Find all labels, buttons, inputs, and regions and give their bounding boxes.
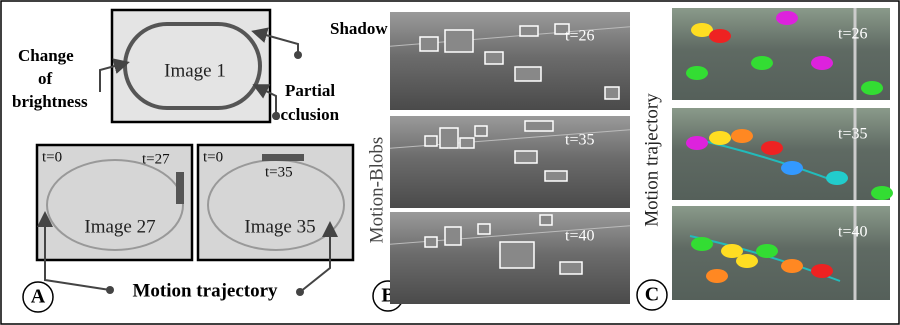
time-label: t=26: [565, 28, 594, 45]
panel-c: Motion trajectory C t=26 t=35 t=40: [637, 8, 893, 310]
motion-blob: [515, 151, 537, 163]
arrow-dot: [272, 112, 280, 120]
motion-blob: [445, 227, 461, 245]
motion-blob: [540, 215, 552, 225]
motion-blob: [500, 242, 534, 268]
arrow-dot: [294, 51, 302, 59]
time-label: t=40: [838, 224, 867, 241]
motion-blob: [475, 126, 487, 136]
motion-blob: [545, 171, 567, 181]
video-frame: t=26: [672, 8, 890, 100]
tracked-object: [686, 66, 708, 80]
time-label: t=0: [203, 149, 223, 165]
motion-blob: [515, 67, 541, 81]
image-label: Image 35: [244, 216, 315, 237]
frame-image: [672, 108, 890, 200]
frame-image: [390, 116, 630, 208]
tracked-object: [731, 129, 753, 143]
motion-blob: [425, 136, 437, 146]
tracked-object: [811, 264, 833, 278]
blob: [262, 154, 304, 161]
tracked-object: [761, 141, 783, 155]
motion-blob: [445, 30, 473, 52]
annotation: brightness: [12, 92, 88, 111]
tracked-object: [811, 56, 833, 70]
video-frame: t=35: [672, 108, 893, 200]
arrow-dot: [296, 288, 304, 296]
tracked-object: [776, 11, 798, 25]
annotation: Shadow: [330, 19, 388, 38]
motion-blob: [525, 121, 553, 131]
image-label: Image 27: [84, 216, 155, 237]
time-label: t=40: [565, 228, 594, 245]
video-frame: t=35: [390, 116, 630, 208]
tracked-object: [709, 131, 731, 145]
motion-blob: [605, 87, 619, 99]
tracked-object: [706, 269, 728, 283]
time-label: t=35: [265, 164, 293, 180]
time-label: t=27: [142, 151, 170, 167]
motion-blob: [425, 237, 437, 247]
tracked-object: [861, 81, 883, 95]
time-label: t=0: [42, 149, 62, 165]
vertical-label: Motion-Blobs: [366, 137, 387, 244]
video-frame: t=26: [390, 12, 630, 110]
motion-blob: [485, 52, 503, 64]
tracked-object: [781, 161, 803, 175]
figure: Image 1 Shadow Change of brightness Part…: [0, 0, 900, 325]
annotation: Partial: [285, 81, 335, 100]
motion-blob: [440, 128, 458, 148]
tracked-object: [871, 186, 893, 200]
tracked-object: [826, 171, 848, 185]
tracked-object: [736, 254, 758, 268]
annotation: Change: [18, 46, 74, 65]
time-label: t=26: [838, 26, 867, 43]
vertical-label: Motion trajectory: [641, 93, 662, 227]
tracked-object: [756, 244, 778, 258]
arrow-dot: [106, 286, 114, 294]
time-label: t=35: [838, 126, 867, 143]
frame-image: [672, 206, 890, 300]
tracked-object: [691, 237, 713, 251]
time-label: t=35: [565, 132, 594, 149]
motion-blob: [478, 224, 490, 234]
image-label: Image 1: [164, 60, 226, 81]
panel-a: Image 1 Shadow Change of brightness Part…: [12, 10, 388, 312]
tracked-object: [751, 56, 773, 70]
panel-letter: A: [31, 286, 46, 308]
video-frame: t=40: [672, 206, 890, 300]
tracked-object: [781, 259, 803, 273]
panel-letter: C: [645, 284, 659, 306]
annotation: of: [38, 69, 53, 88]
tracked-object: [686, 136, 708, 150]
motion-blob: [420, 37, 438, 51]
motion-blob: [520, 26, 538, 36]
video-frame: t=40: [390, 212, 630, 304]
annotation: occlusion: [272, 105, 340, 124]
caption: Motion trajectory: [132, 280, 278, 301]
panel-b: Motion-Blobs B t=26t=35t=40: [366, 12, 630, 311]
blob: [176, 172, 184, 204]
motion-blob: [560, 262, 582, 274]
motion-blob: [460, 138, 474, 148]
tracked-object: [709, 29, 731, 43]
